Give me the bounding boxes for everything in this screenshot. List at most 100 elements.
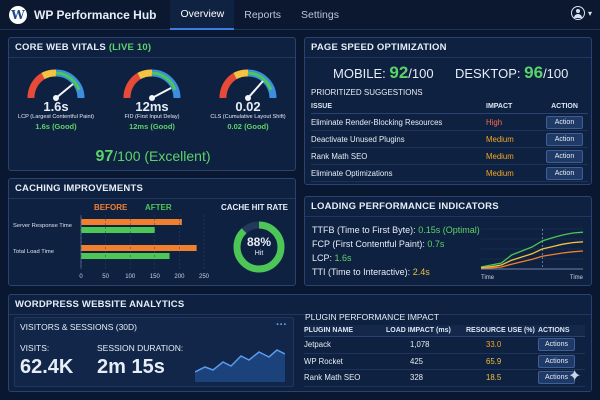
plugin-actions-button[interactable]: Actions (538, 371, 575, 385)
user-menu[interactable]: ▾ (570, 6, 592, 20)
plugin-table: PLUGIN NAME LOAD IMPACT (ms) RESOURCE US… (304, 325, 585, 387)
cls-status-value: 0.02 (227, 122, 242, 131)
cls-label: CLS (Cumulative Layout Shift) (210, 114, 286, 120)
x-tick-label: 0 (79, 274, 83, 280)
chevron-down-icon[interactable]: ▾ (587, 8, 592, 18)
bar-before (81, 245, 197, 251)
action-button[interactable]: Action (546, 149, 583, 163)
page-speed-title: PAGE SPEED OPTIMIZATION (311, 42, 447, 53)
impact-level: Medium (486, 164, 541, 182)
table-row: WP Rocket 425 65.9 Actions (304, 353, 585, 370)
issue-name: Rank Math SEO (311, 147, 486, 165)
plugin-impact-title: PLUGIN PERFORMANCE IMPACT (305, 312, 439, 322)
plugin-use: 33.0 (466, 336, 538, 354)
x-tick-label: 150 (150, 274, 161, 280)
core-web-vitals-title: CORE WEB VITALS (15, 42, 106, 53)
fid-gauge-dial-icon (123, 69, 181, 101)
plugin-name: Rank Math SEO (304, 369, 386, 387)
visits-label: VISITS: (20, 343, 50, 353)
cache-hit-title: CACHE HIT RATE (221, 203, 288, 212)
plugin-actions-button[interactable]: Actions (538, 354, 575, 368)
plugin-load: 425 (386, 353, 466, 370)
cache-hit-sub: Hit (254, 250, 264, 257)
bar-after (81, 227, 155, 233)
cls-status: (Good) (244, 122, 269, 131)
tab-settings[interactable]: Settings (301, 8, 339, 21)
issue-name: Eliminate Optimizations (311, 164, 486, 182)
col-plugin-name: PLUGIN NAME (304, 325, 386, 337)
wordpress-logo-icon: W (9, 5, 27, 24)
cache-hit-donut (233, 221, 285, 273)
cache-hit-arc (233, 221, 285, 273)
plugin-name: Jetpack (304, 336, 386, 354)
mobile-score-suffix: /100 (408, 66, 434, 81)
overall-score: 97/100 (Excellent) (9, 148, 297, 166)
fcp-value: 0.7s (427, 239, 445, 249)
table-row: Deactivate Unused Plugins Medium Action (311, 130, 588, 148)
mobile-score-value: 92 (389, 63, 409, 82)
issue-name: Eliminate Render-Blocking Resources (311, 113, 486, 131)
x-tick-label: 200 (174, 274, 185, 280)
action-button[interactable]: Action (546, 132, 583, 146)
action-button[interactable]: Action (546, 115, 583, 129)
tab-reports[interactable]: Reports (244, 8, 282, 21)
top-nav-bar: W WP Performance Hub Overview Reports Se… (0, 0, 600, 30)
user-avatar-icon[interactable] (570, 6, 585, 20)
caching-bar-chart: Server Response Time Total Load Time 0 50 10… (13, 215, 209, 280)
action-button[interactable]: Action (546, 166, 583, 180)
cls-value: 0.02 (235, 99, 261, 114)
plugin-load: 1,078 (386, 336, 466, 354)
before-legend: BEFORE (94, 203, 128, 212)
plugin-name: WP Rocket (304, 353, 386, 370)
loading-panel: LOADING PERFORMANCE INDICATORS TTFB (Tim… (304, 196, 592, 286)
desktop-score-suffix: /100 (543, 66, 569, 81)
plugin-actions-button[interactable]: Actions (538, 338, 575, 352)
col-impact: IMPACT (486, 100, 541, 114)
table-row: Jetpack 1,078 33.0 Actions (304, 336, 585, 354)
mobile-label: MOBILE: (333, 66, 386, 81)
series-line (480, 241, 584, 269)
cls-gauge: 0.02 CLS (Cumulative Layout Shift) 0.02 … (210, 60, 286, 140)
tti-label: TTI (Time to Interactive): (312, 267, 411, 277)
col-actions: ACTIONS (538, 325, 585, 337)
impact-level: Medium (486, 147, 541, 165)
x-label-end: Time (570, 275, 584, 281)
analytics-title: WORDPRESS WEBSITE ANALYTICS (15, 299, 185, 310)
fid-status-value: 12ms (129, 122, 149, 131)
mobile-score: MOBILE: 92/100 (333, 63, 434, 83)
impact-level: High (486, 113, 541, 131)
after-legend: AFTER (145, 203, 172, 212)
plugin-use: 18.5 (466, 369, 538, 387)
tti-value: 2.4s (412, 267, 430, 277)
table-row: Rank Math SEO 328 18.5 Actions (304, 369, 585, 387)
col-action: ACTION (541, 100, 588, 114)
x-tick-label: 50 (102, 274, 109, 280)
cache-hit-value: 88% (246, 235, 272, 249)
table-row: Eliminate Optimizations Medium Action (311, 164, 588, 182)
lcp-status: (Good) (52, 122, 77, 131)
bar-category-label: Server Response Time (13, 223, 72, 229)
lcp-gauge: 1.6s LCP (Largest Contentful Paint) 1.6s… (18, 60, 94, 140)
visits-value: 62.4K (20, 356, 74, 378)
caching-title: CACHING IMPROVEMENTS (15, 183, 144, 194)
suggestions-title: PRIORITIZED SUGGESTIONS (311, 88, 423, 97)
page-speed-panel: PAGE SPEED OPTIMIZATION MOBILE: 92/100 D… (304, 37, 592, 185)
ttfb-label: TTFB (Time to First Byte): (312, 225, 416, 235)
series-line (480, 231, 584, 268)
desktop-label: DESKTOP: (455, 66, 521, 81)
lcp-metric-label: LCP: (312, 253, 333, 263)
col-resource-use: RESOURCE USE (%) (466, 325, 538, 337)
more-options-icon[interactable]: ··· (276, 319, 287, 331)
loading-title: LOADING PERFORMANCE INDICATORS (311, 201, 499, 212)
series-line (480, 250, 584, 270)
impact-level: Medium (486, 130, 541, 148)
tab-overview[interactable]: Overview (170, 0, 235, 30)
visitors-title: VISITORS & SESSIONS (30D) (20, 322, 137, 332)
fid-label: FID (First Input Delay) (124, 114, 180, 120)
lcp-gauge-dial-icon (27, 69, 85, 101)
suggestions-table: ISSUE IMPACT ACTION Eliminate Render-Blo… (311, 100, 588, 182)
issue-name: Deactivate Unused Plugins (311, 130, 486, 148)
bar-category-label: Total Load Time (13, 249, 54, 255)
live-indicator: (LIVE 10) (108, 42, 152, 53)
duration-label: SESSION DURATION: (97, 343, 184, 353)
